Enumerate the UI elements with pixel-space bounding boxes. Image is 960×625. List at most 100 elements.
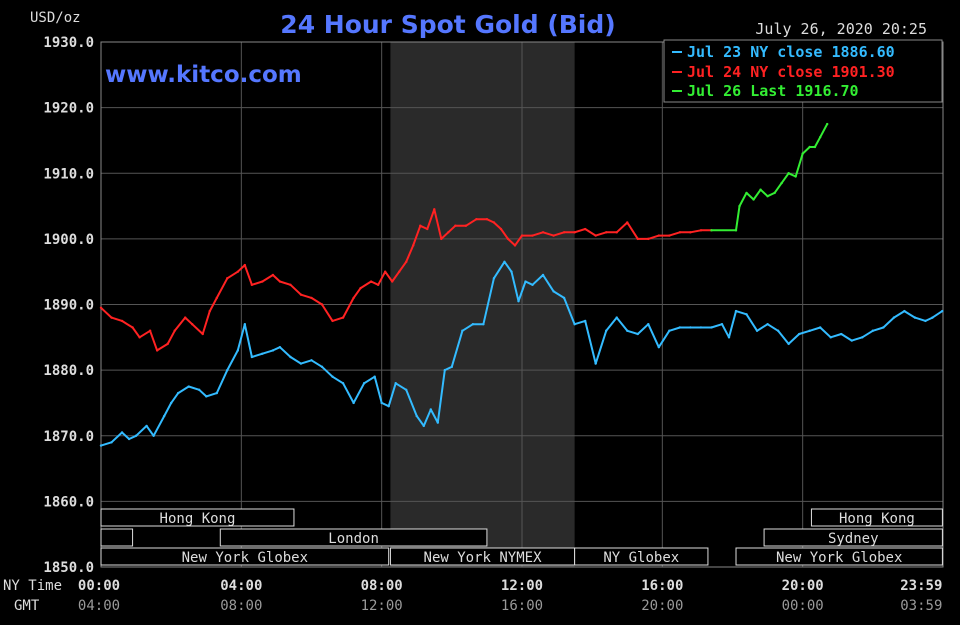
- data-point-jul24: [426, 227, 429, 231]
- session-label: Sydney: [828, 531, 879, 547]
- price-series: [99, 122, 944, 447]
- data-point-jul24: [320, 303, 324, 306]
- data-point-jul26: [780, 181, 783, 185]
- data-point-jul23: [573, 322, 576, 326]
- data-point-jul24: [678, 231, 682, 234]
- x-tick-label-ny: 16:00: [641, 578, 683, 594]
- data-point-jul24: [647, 237, 650, 241]
- session-bar: [735, 547, 943, 566]
- data-point-jul23: [626, 329, 629, 332]
- data-point-jul23: [882, 326, 885, 329]
- data-point-jul24: [447, 231, 450, 234]
- data-point-jul23: [861, 336, 864, 339]
- x-axis-ticks: 00:00 04:00 04:00 08:00 08:00 12:00 12:00 16:00…: [78, 578, 942, 614]
- session-label: New York NYMEX: [424, 550, 543, 566]
- y-tick-label: 1900.0: [43, 232, 94, 248]
- session-bar: [100, 528, 134, 547]
- data-point-jul23: [755, 329, 759, 332]
- data-point-jul24: [191, 322, 194, 326]
- data-point-jul26: [752, 198, 755, 201]
- session-label: NY Globex: [603, 550, 679, 566]
- data-point-jul23: [387, 405, 390, 408]
- data-point-jul23: [120, 431, 124, 434]
- data-point-jul23: [145, 424, 148, 428]
- data-point-jul23: [134, 434, 138, 437]
- data-point-jul23: [429, 408, 432, 411]
- data-point-jul23: [187, 385, 190, 388]
- data-point-jul26: [738, 204, 741, 208]
- data-point-jul24: [513, 244, 517, 247]
- data-point-jul24: [310, 296, 313, 300]
- data-point-jul23: [461, 329, 464, 332]
- data-point-jul26: [819, 135, 822, 139]
- data-point-jul23: [840, 332, 843, 336]
- data-point-jul24: [520, 234, 524, 237]
- data-point-jul23: [808, 329, 811, 332]
- data-point-jul23: [289, 355, 292, 359]
- x-tick-label-gmt: 08:00: [220, 598, 262, 614]
- data-point-jul23: [531, 283, 534, 287]
- data-point-jul24: [552, 234, 555, 237]
- x-tick-label-gmt: 03:59: [900, 598, 942, 614]
- data-point-jul24: [359, 286, 362, 290]
- data-point-jul23: [299, 362, 303, 365]
- data-point-jul23: [436, 421, 439, 424]
- data-point-jul23: [727, 336, 731, 339]
- data-point-jul23: [236, 349, 240, 352]
- data-point-jul23: [647, 322, 650, 326]
- data-point-jul24: [331, 319, 334, 323]
- y-tick-label: 1850.0: [43, 560, 94, 576]
- y-axis-ticks: 1930.0 1920.0 1910.0 1900.0 1890.0 1880.0 1870…: [43, 35, 94, 576]
- data-point-jul23: [734, 309, 738, 313]
- data-point-jul24: [383, 270, 387, 273]
- data-point-jul23: [394, 382, 397, 385]
- data-point-jul23: [892, 316, 896, 319]
- data-point-jul26: [759, 188, 762, 191]
- session-label: Hong Kong: [839, 511, 915, 527]
- data-point-jul24: [148, 329, 152, 332]
- data-point-jul23: [657, 345, 661, 349]
- x-tick-label-ny: 12:00: [501, 578, 543, 594]
- data-point-jul24: [99, 306, 103, 309]
- data-point-jul23: [341, 382, 345, 385]
- data-point-jul23: [215, 391, 218, 395]
- data-point-jul23: [443, 368, 447, 372]
- legend-box: [663, 39, 943, 103]
- y-tick-label: 1910.0: [43, 166, 94, 182]
- data-point-jul23: [352, 401, 355, 405]
- watermark-text: www.kitco.com: [105, 62, 302, 88]
- data-point-jul24: [689, 231, 692, 234]
- data-point-jul26: [826, 122, 829, 126]
- data-point-jul26: [801, 152, 804, 155]
- data-point-jul23: [362, 382, 366, 385]
- data-point-jul23: [405, 388, 408, 392]
- data-point-jul24: [412, 244, 415, 247]
- data-point-jul24: [352, 296, 355, 300]
- data-point-jul24: [398, 270, 401, 273]
- data-point-jul24: [433, 208, 436, 211]
- data-point-jul23: [450, 365, 454, 369]
- session-bar: [763, 528, 943, 547]
- data-point-jul24: [419, 224, 422, 227]
- data-point-jul26: [766, 195, 769, 198]
- data-point-jul23: [127, 437, 131, 441]
- data-point-jul23: [689, 326, 692, 329]
- data-point-jul23: [524, 280, 527, 283]
- data-point-jul23: [850, 339, 853, 342]
- data-point-jul23: [615, 316, 618, 319]
- data-point-jul23: [162, 414, 166, 418]
- data-point-jul23: [903, 309, 906, 313]
- data-point-jul24: [390, 280, 394, 283]
- data-point-jul24: [668, 234, 671, 237]
- data-point-jul24: [236, 270, 240, 273]
- data-point-jul26: [813, 145, 817, 149]
- data-point-jul23: [636, 332, 639, 336]
- data-point-jul24: [215, 296, 218, 300]
- data-point-jul23: [373, 375, 376, 378]
- legend-entry-jul24: Jul 24 NY close 1901.30: [687, 63, 895, 81]
- data-point-jul24: [485, 217, 489, 221]
- x-tick-label-gmt: 00:00: [782, 598, 824, 614]
- data-point-jul24: [243, 263, 247, 267]
- data-point-jul23: [415, 414, 418, 418]
